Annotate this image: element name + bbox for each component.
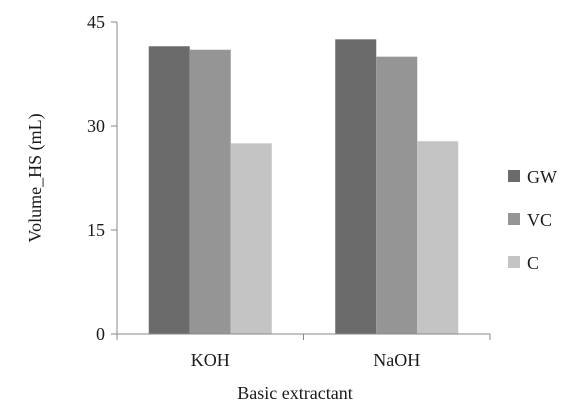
legend: GW VC C	[508, 167, 557, 273]
y-axis-title: Volume_HS (mL)	[25, 113, 46, 242]
y-tick-label: 30	[87, 116, 105, 136]
y-tick-label: 15	[87, 220, 105, 240]
x-ticks-group: KOH NaOH	[116, 334, 491, 370]
y-ticks-group: 0 15 30 45	[87, 12, 117, 344]
x-tick-label: NaOH	[373, 350, 420, 370]
bar-vc-naoh	[376, 56, 418, 335]
legend-swatch-c	[508, 256, 520, 268]
bar-c-koh	[230, 143, 272, 334]
bar-vc-koh	[189, 49, 231, 334]
x-axis-title: Basic extractant	[237, 383, 352, 403]
legend-swatch-vc	[508, 213, 520, 225]
bar-gw-naoh	[335, 39, 377, 334]
legend-label-c: C	[527, 253, 539, 273]
y-tick-label: 45	[87, 12, 105, 32]
x-tick-label: KOH	[191, 350, 230, 370]
y-tick-label: 0	[96, 324, 105, 344]
legend-swatch-gw	[508, 170, 520, 182]
bar-gw-koh	[148, 46, 190, 335]
bar-c-naoh	[417, 141, 459, 334]
legend-label-gw: GW	[527, 167, 557, 187]
bars-group	[148, 39, 459, 335]
legend-label-vc: VC	[527, 210, 552, 230]
